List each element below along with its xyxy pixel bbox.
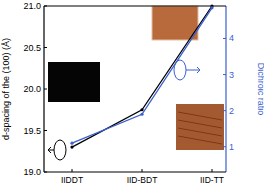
inset-texture	[178, 128, 222, 136]
axis-indicator-arrow	[186, 67, 200, 73]
series-line	[72, 8, 212, 143]
inset-texture	[178, 120, 222, 128]
inset-texture	[178, 136, 222, 144]
axis-indicator	[54, 140, 66, 160]
series-line	[72, 6, 212, 147]
frame	[44, 6, 226, 7]
x-axis	[44, 171, 226, 172]
y-tick-label: 19.0	[23, 167, 41, 177]
series-marker	[70, 142, 73, 145]
axis-indicator	[174, 60, 186, 80]
y-tick	[44, 47, 47, 48]
y-tick	[44, 6, 47, 7]
y2-tick-label: 3	[229, 70, 234, 80]
series-marker	[140, 113, 143, 116]
y2-axis-label: Dichroic ratio	[256, 63, 264, 116]
y2-tick	[223, 38, 226, 39]
x-tick-label: IID-BDT	[127, 175, 158, 185]
x-tick	[72, 169, 73, 172]
y2-tick	[223, 74, 226, 75]
y-tick-label: 21.0	[23, 1, 41, 11]
x-tick-label: IID-TT	[200, 175, 224, 185]
axis-indicator-arrow	[48, 147, 54, 153]
y-tick	[44, 89, 47, 90]
y-tick-label: 20.0	[23, 84, 41, 94]
y2-tick-label: 4	[229, 33, 234, 43]
y-tick-label: 19.5	[23, 126, 41, 136]
y2-tick	[223, 146, 226, 147]
plot-area	[70, 4, 213, 148]
y2-tick-label: 1	[229, 142, 234, 152]
chart: 19.0 19.5 20.0 20.5 21.0 1 2 3 4 IIDDT IID-BDT IID-…	[0, 0, 264, 189]
x-tick	[142, 169, 143, 172]
y-axis-label: d-spacing of the (100) (Å)	[1, 38, 11, 140]
inset-texture	[178, 112, 222, 120]
inset-image	[176, 104, 224, 150]
y2-tick	[223, 110, 226, 111]
y-tick	[44, 172, 47, 173]
inset-image	[152, 6, 198, 40]
x-tick	[212, 169, 213, 172]
inset-image	[48, 62, 100, 102]
x-tick-label: IIDDT	[61, 175, 83, 185]
series-marker	[210, 6, 213, 9]
series-marker	[140, 108, 143, 111]
series-marker	[70, 146, 73, 149]
y-tick	[44, 130, 47, 131]
y-tick-label: 20.5	[23, 43, 41, 53]
y2-tick-label: 2	[229, 106, 234, 116]
